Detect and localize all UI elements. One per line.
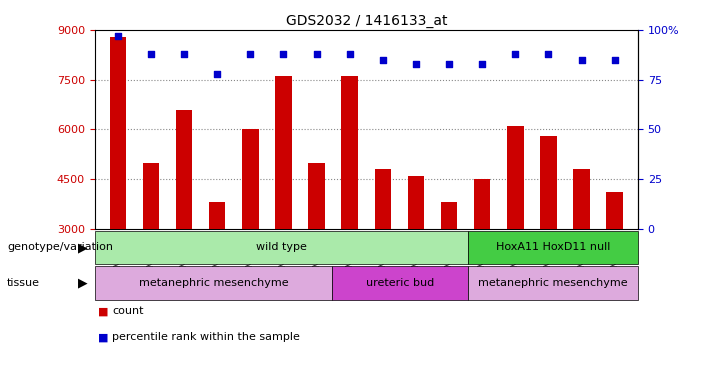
Point bbox=[410, 61, 421, 67]
Text: HoxA11 HoxD11 null: HoxA11 HoxD11 null bbox=[496, 243, 610, 252]
Text: metanephric mesenchyme: metanephric mesenchyme bbox=[478, 278, 628, 288]
Bar bbox=[573, 169, 590, 229]
Text: metanephric mesenchyme: metanephric mesenchyme bbox=[139, 278, 288, 288]
Text: ureteric bud: ureteric bud bbox=[366, 278, 435, 288]
Point bbox=[245, 51, 256, 57]
Bar bbox=[275, 76, 292, 229]
Point bbox=[311, 51, 322, 57]
Point bbox=[510, 51, 521, 57]
Point bbox=[576, 57, 587, 63]
Text: genotype/variation: genotype/variation bbox=[7, 243, 113, 252]
Bar bbox=[341, 76, 358, 229]
Text: ▶: ▶ bbox=[78, 277, 88, 290]
Bar bbox=[176, 110, 192, 229]
Text: tissue: tissue bbox=[7, 278, 40, 288]
Bar bbox=[109, 37, 126, 229]
Bar bbox=[540, 136, 557, 229]
Text: ▶: ▶ bbox=[78, 241, 88, 254]
Bar bbox=[441, 202, 457, 229]
Text: count: count bbox=[112, 306, 144, 316]
Text: ■: ■ bbox=[98, 306, 109, 316]
Point bbox=[377, 57, 388, 63]
Point bbox=[278, 51, 289, 57]
Bar bbox=[374, 169, 391, 229]
Text: percentile rank within the sample: percentile rank within the sample bbox=[112, 333, 300, 342]
Bar bbox=[209, 202, 226, 229]
Text: ■: ■ bbox=[98, 333, 109, 342]
Bar bbox=[474, 179, 491, 229]
Point bbox=[543, 51, 554, 57]
Bar bbox=[507, 126, 524, 229]
Point bbox=[145, 51, 156, 57]
Point bbox=[344, 51, 355, 57]
Bar bbox=[606, 192, 623, 229]
Bar bbox=[408, 176, 424, 229]
Title: GDS2032 / 1416133_at: GDS2032 / 1416133_at bbox=[285, 13, 447, 28]
Bar bbox=[308, 162, 325, 229]
Point bbox=[477, 61, 488, 67]
Point bbox=[609, 57, 620, 63]
Text: wild type: wild type bbox=[256, 243, 307, 252]
Point bbox=[112, 33, 123, 39]
Bar bbox=[242, 129, 259, 229]
Point bbox=[212, 71, 223, 77]
Bar bbox=[143, 162, 159, 229]
Point bbox=[179, 51, 190, 57]
Point bbox=[444, 61, 455, 67]
